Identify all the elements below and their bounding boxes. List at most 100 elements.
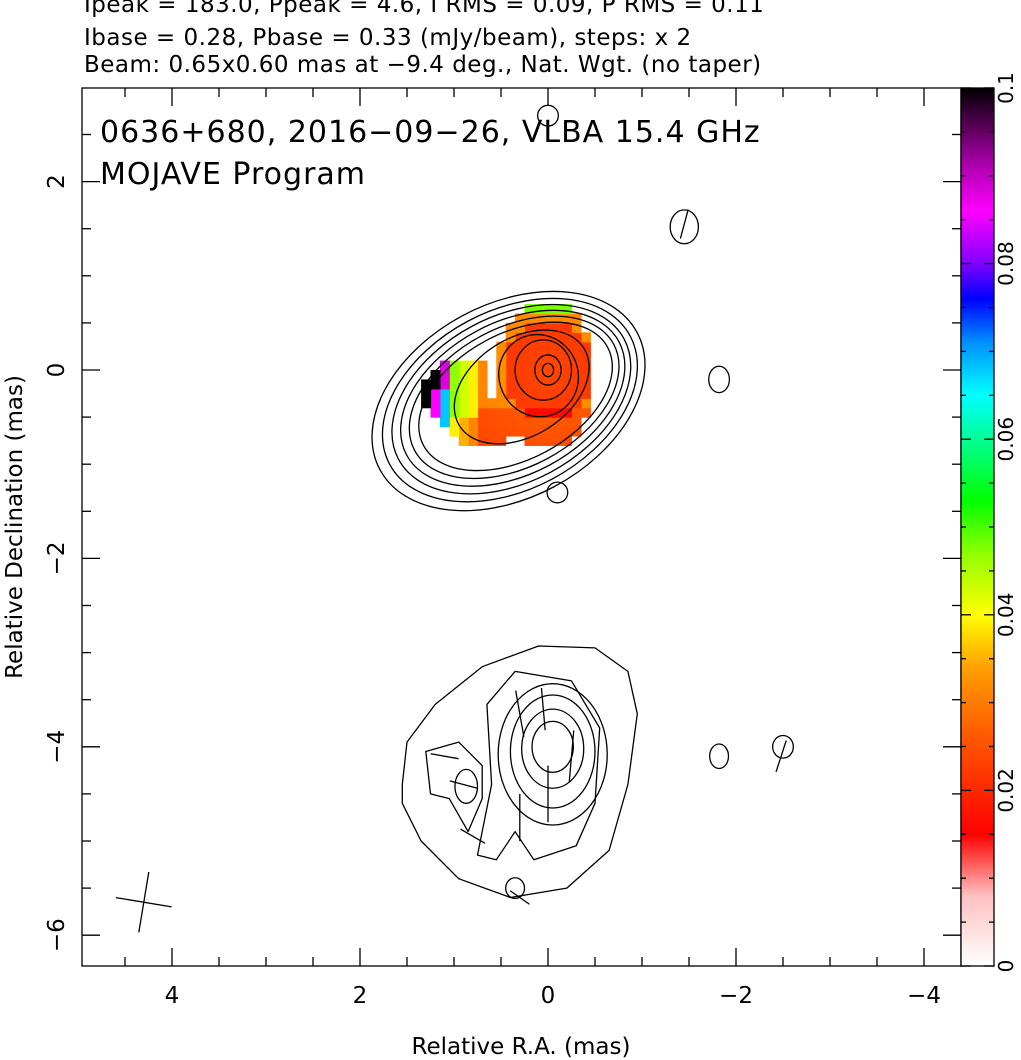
polarization-pixel (543, 417, 554, 428)
jet-contour-6 (531, 720, 575, 773)
polarization-pixel (486, 407, 497, 418)
isolated-contour (708, 365, 731, 394)
polarization-pixel (430, 370, 441, 381)
polarization-pixel (524, 341, 535, 352)
polarization-pixel (439, 398, 450, 409)
polarization-pixel (524, 360, 535, 371)
polarization-pixel (543, 388, 554, 399)
polarization-pixel (533, 379, 544, 390)
polarization-pixel (496, 370, 507, 381)
polarization-pixel (580, 388, 591, 399)
polarization-pixel (458, 370, 469, 381)
polarization-pixel (477, 398, 488, 409)
jet-contour-outer (401, 645, 638, 899)
polarization-pixel (552, 322, 563, 333)
polarization-pixel (552, 379, 563, 390)
polarization-pixel (439, 388, 450, 399)
header-peak-line: Ipeak = 183.0, Ppeak = 4.6, I RMS = 0.09… (84, 0, 765, 18)
polarization-pixel (580, 341, 591, 352)
polarization-pixel (505, 341, 516, 352)
jet-contour-5 (521, 708, 585, 789)
polarization-pixel (496, 351, 507, 362)
polarization-pixel (468, 435, 479, 446)
polarization-pixel (439, 379, 450, 390)
polarization-pixel (458, 398, 469, 409)
polarization-pixel (580, 407, 591, 418)
polarization-pixel (430, 407, 441, 418)
polarization-pixel (449, 388, 460, 399)
polarization-pixel (524, 398, 535, 409)
polarization-pixel (552, 341, 563, 352)
core-contour (453, 329, 590, 445)
polarization-vector (568, 730, 575, 783)
polarization-vector (449, 780, 478, 789)
polarization-pixel (468, 379, 479, 390)
polarization-pixel (458, 417, 469, 428)
polarization-pixel (524, 435, 535, 446)
polarization-pixel (562, 435, 573, 446)
x-tick-label: 0 (541, 983, 556, 1009)
polarization-pixel (562, 341, 573, 352)
polarization-pixel (496, 417, 507, 428)
polarization-pixel (496, 407, 507, 418)
polarization-pixel (562, 313, 573, 324)
polarization-pixel (515, 398, 526, 409)
polarization-pixel (505, 426, 516, 437)
plot-title: 0636+680, 2016−09−26, VLBA 15.4 GHz (100, 115, 761, 150)
polarization-pixel (515, 407, 526, 418)
polarization-pixel (515, 388, 526, 399)
polarization-pixel (486, 426, 497, 437)
polarization-pixel (515, 351, 526, 362)
polarization-pixel (515, 417, 526, 428)
axis-ticks (82, 88, 961, 966)
polarization-pixel (580, 360, 591, 371)
polarization-pixel (421, 388, 432, 399)
polarization-pixel (477, 407, 488, 418)
colorbar-tick-label: 0.06 (994, 417, 1018, 462)
polarization-pixel (477, 417, 488, 428)
polarization-pixel (533, 360, 544, 371)
polarization-pixel (580, 370, 591, 381)
core-contour (399, 309, 626, 487)
polarization-pixel (430, 398, 441, 409)
polarization-pixel (515, 379, 526, 390)
polarization-pixel (533, 313, 544, 324)
polarization-pixel (505, 322, 516, 333)
polarization-vectors (430, 209, 787, 905)
polarization-pixel (552, 360, 563, 371)
polarization-pixel (543, 313, 554, 324)
polarization-pixel (477, 379, 488, 390)
polarization-pixel (533, 370, 544, 381)
polarization-pixel (562, 370, 573, 381)
polarization-pixel (458, 435, 469, 446)
isolated-contour (505, 877, 526, 900)
polarization-pixel (468, 370, 479, 381)
polarization-pixel (524, 417, 535, 428)
polarization-pixel (552, 426, 563, 437)
polarization-pixel (449, 417, 460, 428)
polarization-pixel (562, 351, 573, 362)
polarization-pixel (458, 407, 469, 418)
polarization-pixel (524, 370, 535, 381)
polarization-pixel (496, 341, 507, 352)
x-axis-label: Relative R.A. (mas) (412, 1034, 631, 1060)
polarization-pixel (421, 379, 432, 390)
jet-contour-4 (509, 694, 596, 809)
colorbar-tick-label: 0.04 (994, 593, 1018, 638)
polarization-pixel (571, 417, 582, 428)
polarization-pixel (458, 379, 469, 390)
polarization-pixel (496, 435, 507, 446)
polarization-pixel (458, 388, 469, 399)
y-tick-label: −2 (44, 541, 70, 575)
polarization-pixel (496, 426, 507, 437)
polarization-vector (430, 753, 459, 760)
polarization-pixel (486, 435, 497, 446)
polarization-vector (460, 828, 486, 844)
polarization-pixel (571, 398, 582, 409)
polarization-pixel (562, 426, 573, 437)
polarization-pixel (515, 360, 526, 371)
core-contour (498, 333, 580, 418)
polarization-pixel (458, 360, 469, 371)
polarization-pixel (580, 332, 591, 343)
